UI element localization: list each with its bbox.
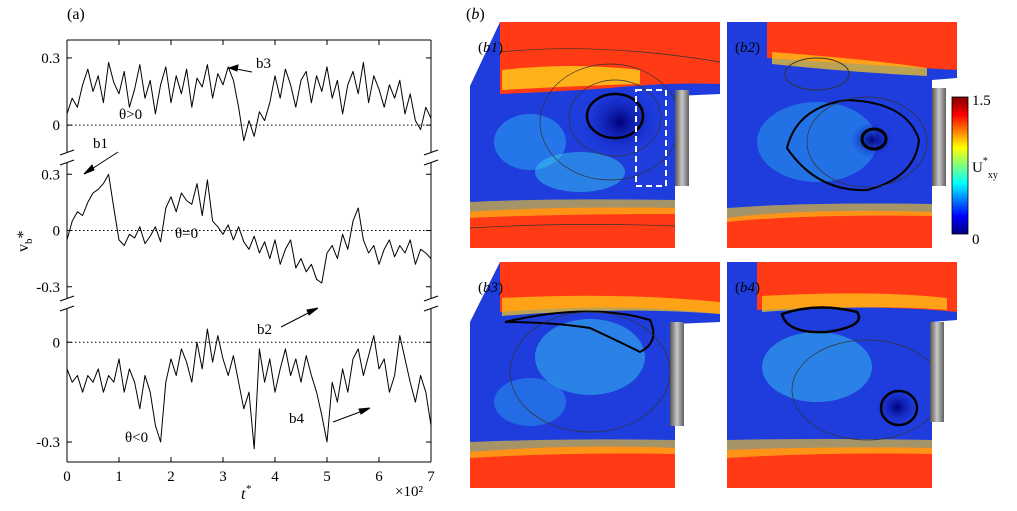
y-tick-label-1-1: 0 (53, 224, 61, 240)
colorbar-title: U*xy (972, 156, 998, 181)
annotation-theta-pos: θ>0 (119, 107, 142, 123)
annotation-b2: b2 (257, 322, 272, 338)
colorbar: 1.5 0 U*xy (951, 93, 998, 248)
series-group (66, 61, 432, 450)
y-ticks: 0.3 0 0.3 0 -0.3 0 -0.3 (36, 51, 431, 451)
sub-label-b2: (b2) (735, 40, 760, 56)
colorbar-min: 0 (972, 232, 980, 248)
annotation-b1: b1 (93, 136, 108, 152)
axis-break-marks (59, 149, 439, 312)
heatmap-b4: (b4) (727, 262, 957, 488)
y-axis-label: vb* (15, 231, 35, 253)
x-tick-label-2: 2 (167, 469, 175, 485)
y-tick-label-1-2: -0.3 (36, 280, 60, 296)
annotation-b4: b4 (289, 411, 305, 427)
y-tick-label-0-0: 0.3 (41, 51, 60, 67)
colorbar-gradient (951, 96, 969, 235)
heatmap-b2: (b2) (727, 22, 957, 248)
sub-label-b3: (b3) (478, 280, 503, 296)
x-tick-label-5: 5 (323, 469, 331, 485)
x-tick-label-4: 4 (271, 469, 279, 485)
x-tick-label-7: 7 (427, 469, 435, 485)
x-ticks: 0 1 2 3 4 5 6 7 (63, 40, 435, 485)
x-tick-label-1: 1 (115, 469, 123, 485)
heatmap-b1: (b1) (469, 22, 721, 248)
x-axis-label: t* (241, 483, 251, 503)
x-tick-label-0: 0 (63, 469, 71, 485)
y-tick-label-0-1: 0 (53, 118, 61, 134)
annotation-theta-neg: θ<0 (125, 430, 148, 446)
panel-a-label: (a) (67, 6, 85, 23)
annotation-arrows (83, 64, 371, 423)
heatmap-b3: (b3) (470, 262, 720, 488)
x-axis-multiplier: ×10² (395, 484, 423, 500)
colorbar-max: 1.5 (972, 93, 991, 109)
panel-b-label: (b) (466, 6, 485, 23)
x-tick-label-6: 6 (375, 469, 383, 485)
sub-label-b4: (b4) (735, 280, 760, 296)
panel-a-plot: 0 1 2 3 4 5 6 7 0.3 0 0.3 0 -0.3 0 -0.3 b1 b3 b2 b4 θ… (15, 39, 439, 503)
series-line-a-top (66, 61, 432, 142)
y-tick-label-2-1: -0.3 (36, 435, 60, 451)
annotation-theta-zero: θ=0 (175, 226, 198, 242)
x-tick-label-3: 3 (219, 469, 227, 485)
sub-label-b1: (b1) (478, 40, 503, 56)
series-line-a-bottom (66, 328, 432, 450)
series-line-a-middle (66, 173, 432, 284)
annotation-b3: b3 (256, 56, 271, 72)
y-tick-label-2-0: 0 (53, 335, 61, 351)
y-tick-label-1-0: 0.3 (41, 167, 60, 183)
